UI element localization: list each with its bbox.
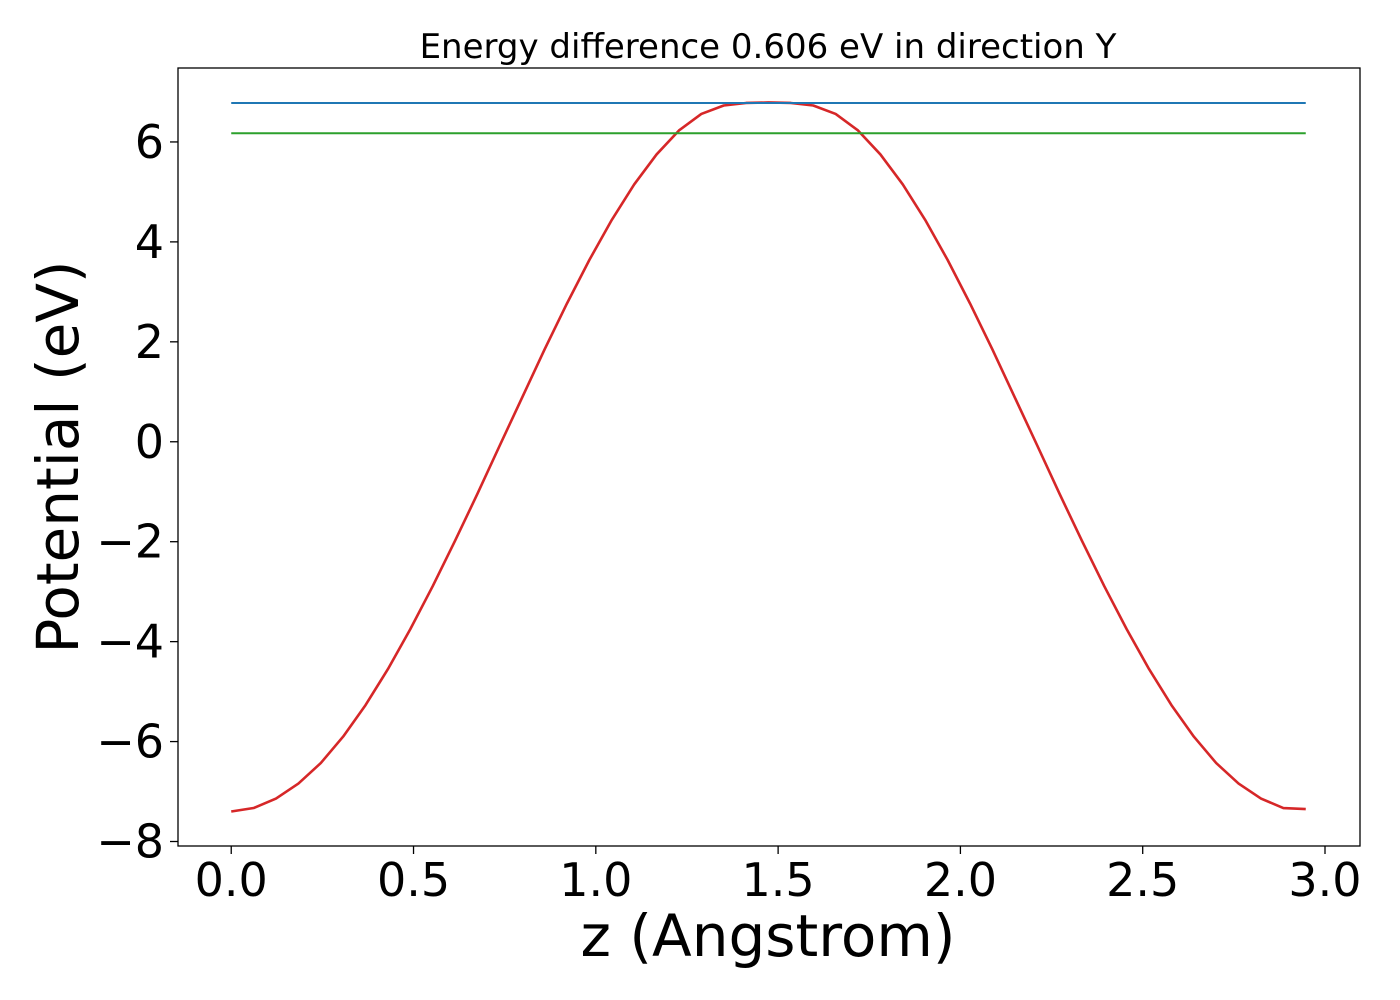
- x-tick-label: 1.0: [559, 853, 632, 907]
- y-tick-label: 0: [135, 415, 164, 469]
- y-tick-label: −8: [96, 815, 164, 869]
- y-tick-label: 2: [135, 315, 164, 369]
- series-layer: [231, 101, 1306, 813]
- x-tick-label: 1.5: [742, 853, 815, 907]
- x-axis-label: z (Angstrom): [581, 902, 956, 970]
- y-tick-label: 4: [135, 215, 164, 269]
- y-tick-label: −2: [96, 515, 164, 569]
- chart-title: Energy difference 0.606 eV in direction …: [420, 27, 1117, 67]
- plot-frame: [177, 67, 1361, 847]
- x-tick-label: 2.5: [1106, 853, 1179, 907]
- y-axis-ticks: −8 −6 −4 −2 0 2 4 6: [96, 115, 178, 869]
- series-line-0: [231, 101, 1306, 813]
- x-axis-ticks: 0.0 0.5 1.0 1.5 2.0 2.5 3.0: [195, 846, 1362, 907]
- y-axis-label: Potential (eV): [24, 260, 92, 653]
- y-tick-label: −4: [96, 615, 164, 669]
- x-tick-label: 0.5: [377, 853, 450, 907]
- x-tick-label: 2.0: [924, 853, 997, 907]
- x-tick-label: 0.0: [195, 853, 268, 907]
- y-tick-label: −6: [96, 715, 164, 769]
- x-tick-label: 3.0: [1288, 853, 1361, 907]
- y-tick-label: 6: [135, 115, 164, 169]
